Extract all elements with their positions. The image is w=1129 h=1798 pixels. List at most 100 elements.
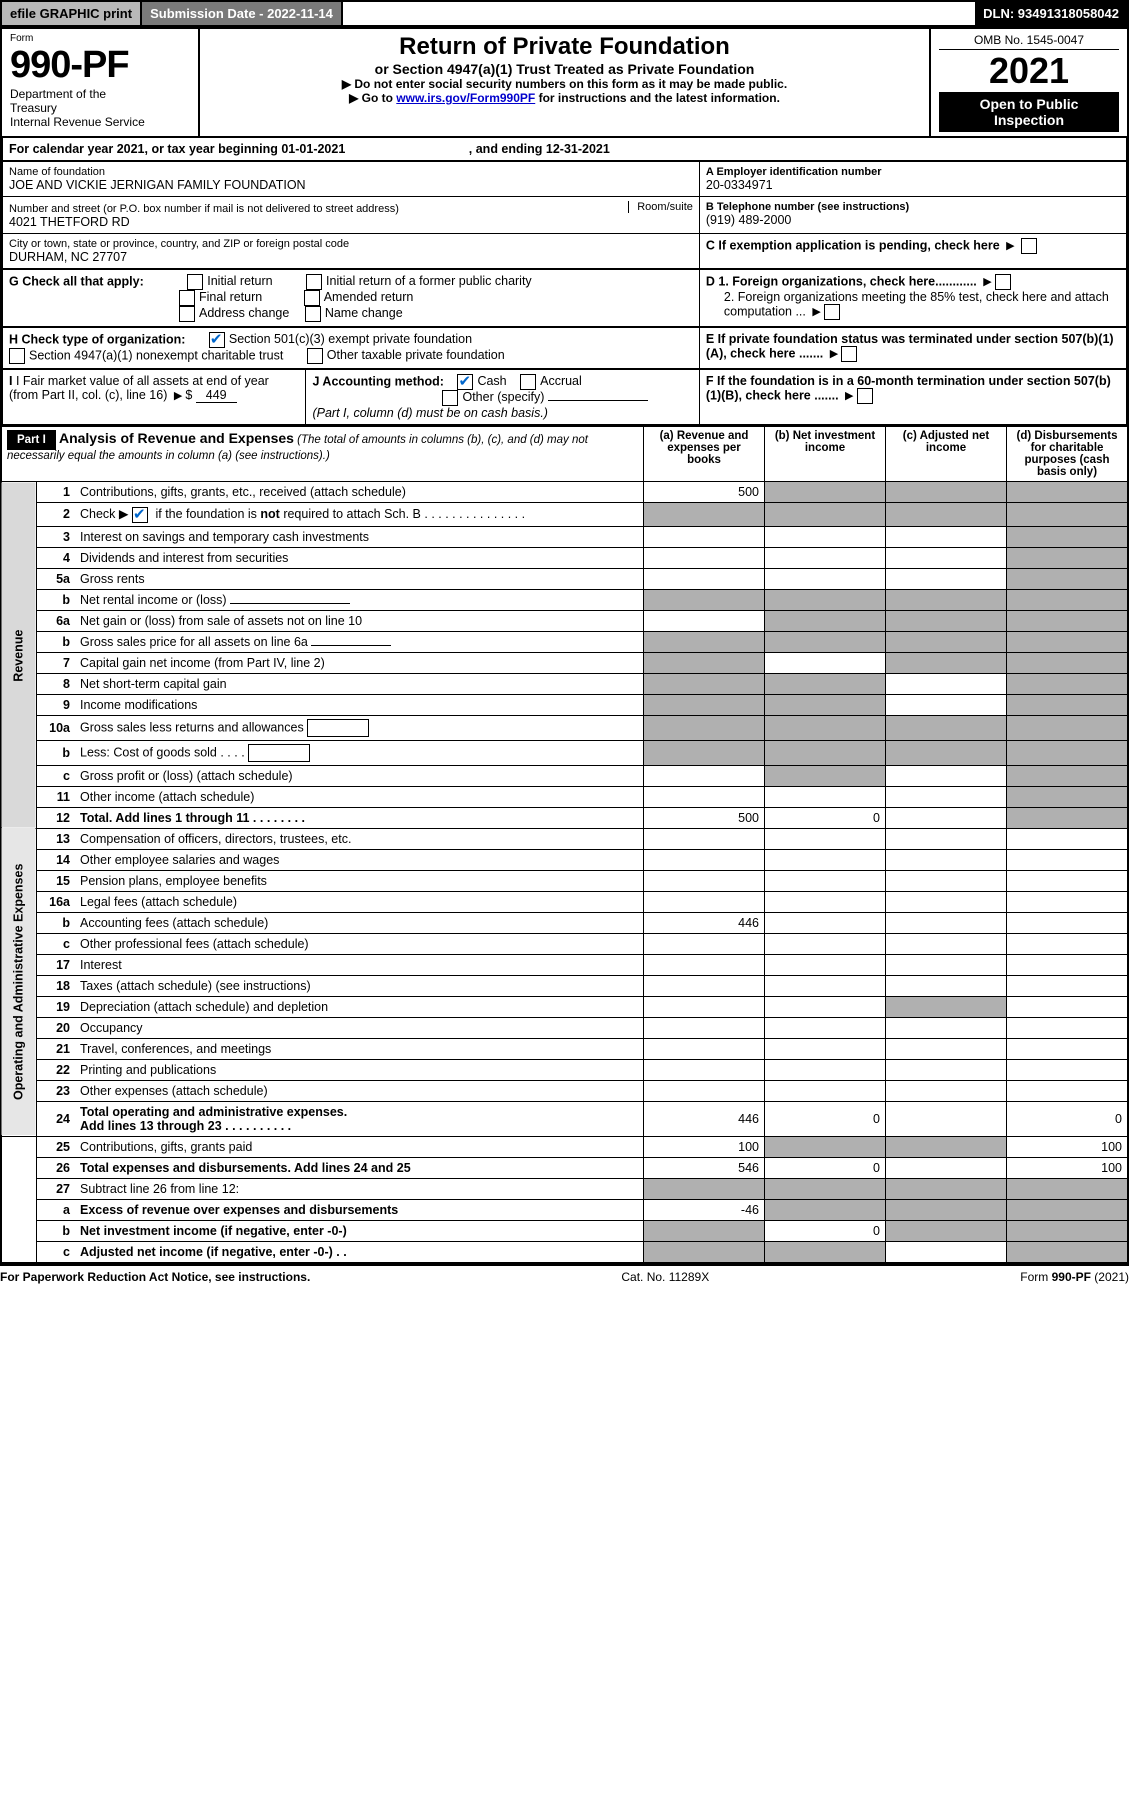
city-label: City or town, state or province, country…	[9, 238, 693, 250]
arrow-icon	[842, 388, 856, 402]
calyear-end: 12-31-2021	[546, 142, 610, 156]
row-ijf: I I Fair market value of all assets at e…	[0, 369, 1129, 425]
opt-address: Address change	[199, 306, 289, 320]
table-row: 17Interest	[1, 954, 1128, 975]
row-desc: Contributions, gifts, grants paid	[75, 1136, 644, 1157]
opt-4947: Section 4947(a)(1) nonexempt charitable …	[29, 348, 283, 362]
opt-name: Name change	[325, 306, 403, 320]
cell: 0	[765, 1101, 886, 1136]
row-desc: Contributions, gifts, grants, etc., rece…	[75, 482, 644, 503]
table-row: 11Other income (attach schedule)	[1, 786, 1128, 807]
checkbox-initial[interactable]	[187, 274, 203, 290]
checkbox-f[interactable]	[857, 388, 873, 404]
fmv-value: 449	[196, 388, 237, 403]
row-desc: Gross profit or (loss) (attach schedule)	[75, 765, 644, 786]
box-e: E If private foundation status was termi…	[706, 332, 1114, 360]
row-desc: Compensation of officers, directors, tru…	[75, 828, 644, 849]
part1-label: Part I	[7, 430, 56, 450]
cell: 100	[1007, 1136, 1129, 1157]
row-he: H Check type of organization: Section 50…	[0, 327, 1129, 369]
cell: 500	[644, 482, 765, 503]
col-d: (d) Disbursements for charitable purpose…	[1007, 426, 1129, 482]
box-j-note: (Part I, column (d) must be on cash basi…	[312, 406, 692, 420]
table-row: 24Total operating and administrative exp…	[1, 1101, 1128, 1136]
checkbox-e[interactable]	[841, 346, 857, 362]
table-row: 6aNet gain or (loss) from sale of assets…	[1, 610, 1128, 631]
room-label: Room/suite	[628, 201, 693, 213]
cell: 100	[1007, 1157, 1129, 1178]
row-desc: Interest on savings and temporary cash i…	[75, 526, 644, 547]
cell: -46	[644, 1199, 765, 1220]
row-desc: Taxes (attach schedule) (see instruction…	[75, 975, 644, 996]
city-value: DURHAM, NC 27707	[9, 250, 693, 264]
cell: 546	[644, 1157, 765, 1178]
address-label: Number and street (or P.O. box number if…	[9, 203, 399, 215]
box-g-label: G Check all that apply:	[9, 274, 144, 288]
arrow-icon	[827, 346, 841, 360]
col-c: (c) Adjusted net income	[886, 426, 1007, 482]
address-value: 4021 THETFORD RD	[9, 215, 693, 229]
row-desc: Total. Add lines 1 through 11 . . . . . …	[75, 807, 644, 828]
row-desc: Subtract line 26 from line 12:	[75, 1178, 644, 1199]
table-row: bAccounting fees (attach schedule)446	[1, 912, 1128, 933]
opt-accrual: Accrual	[540, 374, 582, 388]
table-row: cOther professional fees (attach schedul…	[1, 933, 1128, 954]
irs-link[interactable]: www.irs.gov/Form990PF	[396, 91, 535, 105]
checkbox-c[interactable]	[1021, 238, 1037, 254]
top-bar: efile GRAPHIC print Submission Date - 20…	[0, 0, 1129, 27]
table-row: cAdjusted net income (if negative, enter…	[1, 1241, 1128, 1263]
box-h-label: H Check type of organization:	[9, 332, 185, 346]
row-desc: Income modifications	[75, 694, 644, 715]
revenue-label: Revenue	[1, 482, 37, 829]
omb-number: OMB No. 1545-0047	[939, 33, 1119, 50]
table-row: 19Depreciation (attach schedule) and dep…	[1, 996, 1128, 1017]
checkbox-d2[interactable]	[824, 304, 840, 320]
checkbox-other-tax[interactable]	[307, 348, 323, 364]
table-row: aExcess of revenue over expenses and dis…	[1, 1199, 1128, 1220]
row-desc: Other professional fees (attach schedule…	[75, 933, 644, 954]
form-title: Return of Private Foundation	[208, 33, 921, 61]
checkbox-address[interactable]	[179, 306, 195, 322]
tax-year: 2021	[939, 50, 1119, 92]
checkbox-initial-former[interactable]	[306, 274, 322, 290]
row-desc: Net short-term capital gain	[75, 673, 644, 694]
footer-right: Form 990-PF (2021)	[1020, 1270, 1129, 1284]
row-desc: Gross sales less returns and allowances	[75, 715, 644, 740]
box-d2: 2. Foreign organizations meeting the 85%…	[724, 290, 1109, 318]
form-label: Form	[10, 33, 190, 44]
table-row: 5aGross rents	[1, 568, 1128, 589]
checkbox-4947[interactable]	[9, 348, 25, 364]
row-desc: Printing and publications	[75, 1059, 644, 1080]
opt-other: Other (specify)	[462, 390, 544, 404]
row-desc: Pension plans, employee benefits	[75, 870, 644, 891]
checkbox-name[interactable]	[305, 306, 321, 322]
checkbox-schb[interactable]	[132, 507, 148, 523]
t: Gross sales price for all assets on line…	[80, 635, 308, 649]
row-desc: Adjusted net income (if negative, enter …	[75, 1241, 644, 1263]
table-row: bLess: Cost of goods sold . . . .	[1, 740, 1128, 765]
t: Gross sales less returns and allowances	[80, 720, 304, 734]
checkbox-d1[interactable]	[995, 274, 1011, 290]
col-b: (b) Net investment income	[765, 426, 886, 482]
box-i-label: I	[9, 374, 16, 388]
foundation-name: JOE AND VICKIE JERNIGAN FAMILY FOUNDATIO…	[9, 178, 693, 192]
expenses-label: Operating and Administrative Expenses	[1, 828, 37, 1136]
dln-label: DLN: 93491318058042	[975, 2, 1127, 25]
table-row: 9Income modifications	[1, 694, 1128, 715]
row-desc: Check ▶ if the foundation is not require…	[75, 503, 644, 527]
checkbox-other[interactable]	[442, 390, 458, 406]
opt-other-tax: Other taxable private foundation	[327, 348, 505, 362]
calyear-begin: 01-01-2021	[281, 142, 345, 156]
table-row: 21Travel, conferences, and meetings	[1, 1038, 1128, 1059]
table-row: 3Interest on savings and temporary cash …	[1, 526, 1128, 547]
form-subtitle: or Section 4947(a)(1) Trust Treated as P…	[208, 61, 921, 77]
cell: 446	[644, 912, 765, 933]
checkbox-final[interactable]	[179, 290, 195, 306]
arrow-icon	[171, 388, 185, 402]
table-row: Operating and Administrative Expenses 13…	[1, 828, 1128, 849]
checkbox-amended[interactable]	[304, 290, 320, 306]
checkbox-accrual[interactable]	[520, 374, 536, 390]
row-desc: Total operating and administrative expen…	[75, 1101, 644, 1136]
checkbox-501c3[interactable]	[209, 332, 225, 348]
checkbox-cash[interactable]	[457, 374, 473, 390]
